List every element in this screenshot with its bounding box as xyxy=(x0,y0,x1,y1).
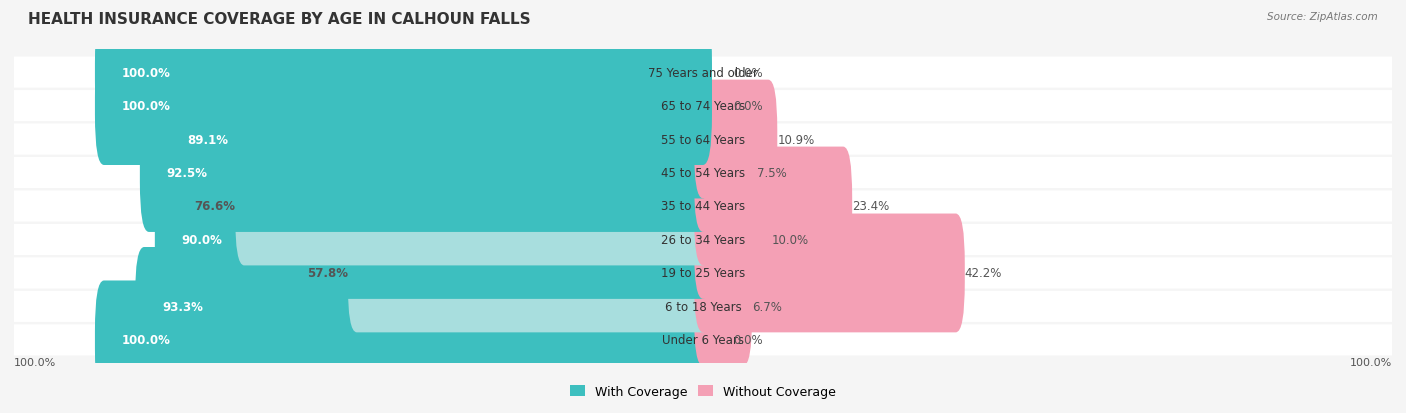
Text: 100.0%: 100.0% xyxy=(122,334,170,347)
FancyBboxPatch shape xyxy=(695,214,965,332)
Text: HEALTH INSURANCE COVERAGE BY AGE IN CALHOUN FALLS: HEALTH INSURANCE COVERAGE BY AGE IN CALH… xyxy=(28,12,530,27)
Text: 0.0%: 0.0% xyxy=(733,66,762,79)
FancyBboxPatch shape xyxy=(135,247,711,366)
Text: 10.0%: 10.0% xyxy=(772,233,808,247)
FancyBboxPatch shape xyxy=(155,180,711,299)
Text: 65 to 74 Years: 65 to 74 Years xyxy=(661,100,745,113)
Text: 93.3%: 93.3% xyxy=(162,300,202,313)
Text: 10.9%: 10.9% xyxy=(778,133,814,146)
FancyBboxPatch shape xyxy=(695,247,752,366)
FancyBboxPatch shape xyxy=(14,124,1392,155)
FancyBboxPatch shape xyxy=(14,291,1392,322)
Text: 19 to 25 Years: 19 to 25 Years xyxy=(661,267,745,280)
FancyBboxPatch shape xyxy=(14,158,1392,189)
FancyBboxPatch shape xyxy=(160,81,711,199)
Text: 7.5%: 7.5% xyxy=(756,166,787,180)
FancyBboxPatch shape xyxy=(695,147,852,266)
FancyBboxPatch shape xyxy=(695,114,756,233)
Text: 89.1%: 89.1% xyxy=(187,133,228,146)
FancyBboxPatch shape xyxy=(695,180,772,299)
Text: 0.0%: 0.0% xyxy=(733,100,762,113)
FancyBboxPatch shape xyxy=(235,147,711,266)
FancyBboxPatch shape xyxy=(695,81,778,199)
Text: 76.6%: 76.6% xyxy=(194,200,235,213)
Text: 57.8%: 57.8% xyxy=(307,267,347,280)
Text: 26 to 34 Years: 26 to 34 Years xyxy=(661,233,745,247)
FancyBboxPatch shape xyxy=(347,214,711,332)
FancyBboxPatch shape xyxy=(14,258,1392,289)
Text: 42.2%: 42.2% xyxy=(965,267,1002,280)
Text: 75 Years and older: 75 Years and older xyxy=(648,66,758,79)
Text: 35 to 44 Years: 35 to 44 Years xyxy=(661,200,745,213)
Text: 100.0%: 100.0% xyxy=(14,357,56,367)
FancyBboxPatch shape xyxy=(96,14,711,132)
Text: 100.0%: 100.0% xyxy=(1350,357,1392,367)
Text: 90.0%: 90.0% xyxy=(181,233,222,247)
FancyBboxPatch shape xyxy=(139,114,711,233)
Text: 6.7%: 6.7% xyxy=(752,300,782,313)
FancyBboxPatch shape xyxy=(14,325,1392,356)
FancyBboxPatch shape xyxy=(14,191,1392,222)
FancyBboxPatch shape xyxy=(14,57,1392,88)
Text: 0.0%: 0.0% xyxy=(733,334,762,347)
FancyBboxPatch shape xyxy=(14,224,1392,255)
FancyBboxPatch shape xyxy=(14,91,1392,122)
FancyBboxPatch shape xyxy=(96,281,711,399)
Text: 100.0%: 100.0% xyxy=(122,100,170,113)
Text: 23.4%: 23.4% xyxy=(852,200,890,213)
Text: 6 to 18 Years: 6 to 18 Years xyxy=(665,300,741,313)
Text: 55 to 64 Years: 55 to 64 Years xyxy=(661,133,745,146)
FancyBboxPatch shape xyxy=(96,47,711,166)
Legend: With Coverage, Without Coverage: With Coverage, Without Coverage xyxy=(571,385,835,398)
Text: Under 6 Years: Under 6 Years xyxy=(662,334,744,347)
Text: 92.5%: 92.5% xyxy=(167,166,208,180)
Text: 100.0%: 100.0% xyxy=(122,66,170,79)
Text: Source: ZipAtlas.com: Source: ZipAtlas.com xyxy=(1267,12,1378,22)
Text: 45 to 54 Years: 45 to 54 Years xyxy=(661,166,745,180)
